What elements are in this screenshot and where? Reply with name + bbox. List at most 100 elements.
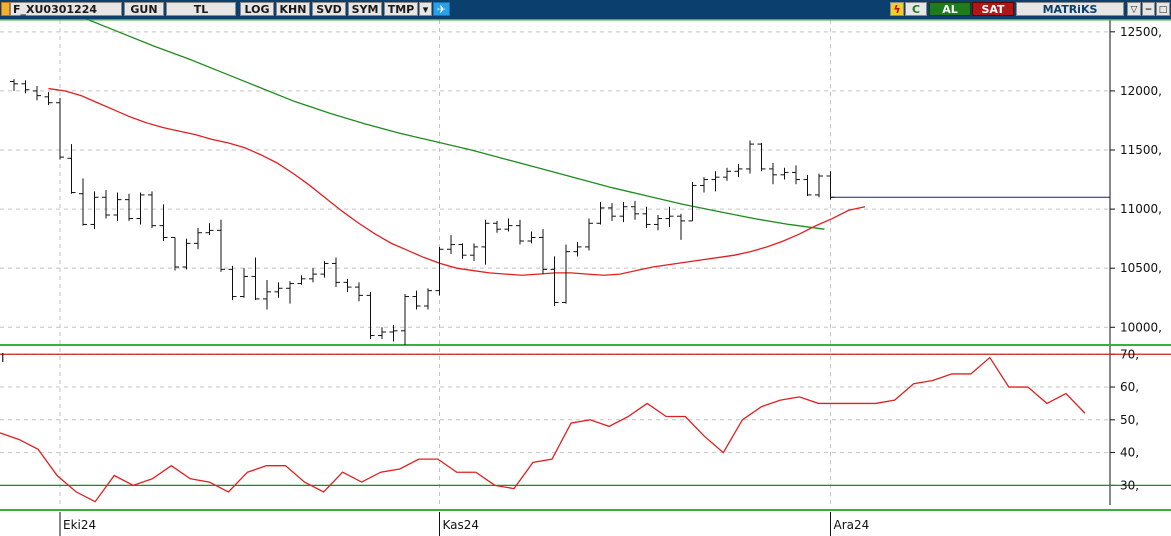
symbol-field[interactable]: F_XU0301224 [10,2,122,16]
moving-average-long [84,19,825,230]
price-bar [67,144,76,194]
price-bar [366,291,375,340]
osc-tick-label: 70, [1120,347,1139,361]
price-bar [171,236,179,271]
price-bar [240,268,248,298]
tmp-button[interactable]: TMP [384,2,418,16]
oscillator-line [0,356,1086,503]
price-bar [539,229,547,275]
price-bar [665,206,674,227]
price-bar [205,223,214,236]
sell-button[interactable]: SAT [972,2,1014,16]
price-bar [401,294,409,345]
moving-average-short [48,87,866,276]
price-bar [631,200,639,220]
price-bar [125,193,133,221]
price-bar [389,324,398,342]
x-tick-label: Ara24 [834,518,870,532]
price-bar [309,268,317,283]
price-bar [550,256,559,306]
price-bar [435,246,444,296]
price-bar [470,243,478,262]
price-tick-label: 10500, [1120,261,1162,275]
minimize-icon[interactable]: − [1142,2,1155,16]
price-bar [677,213,685,240]
price-bar [780,167,789,180]
twitter-icon[interactable]: ✈ [433,2,450,16]
period-button[interactable]: GUN [124,2,164,16]
price-bar [493,220,501,233]
price-bar [527,231,536,244]
price-bar [33,86,41,101]
price-bar [136,192,145,225]
price-bar [10,79,18,91]
price-bar [596,202,605,225]
price-bar [504,218,513,232]
axis-labels: 10000, 10500, 11000, 11500, 12000, 12500, 30, 4… [1,25,1162,532]
osc-tick-label: 40, [1120,446,1139,460]
price-tick-label: 10000, [1120,320,1162,334]
price-bar [826,171,835,200]
price-tick-label: 12000, [1120,84,1162,98]
price-bar [619,202,628,223]
sym-button[interactable]: SYM [348,2,382,16]
price-bar [102,190,110,219]
svd-button[interactable]: SVD [312,2,346,16]
price-bar [159,204,168,241]
panel-borders [0,19,1171,511]
price-bar [194,228,202,250]
x-tick-label: Eki24 [63,518,96,532]
price-bar [516,219,524,245]
price-bar [711,171,720,192]
price-bar [79,178,87,226]
price-bar [297,275,306,285]
price-bar [182,238,191,270]
price-bar [44,92,53,106]
price-bar [608,203,616,221]
price-bar [642,206,651,228]
oscillator-title: I [1,351,5,365]
price-bar [723,167,731,181]
price-bar [56,98,64,160]
price-bar [355,282,363,302]
dropdown-icon[interactable]: ▾ [419,2,432,16]
price-bar [734,164,743,178]
price-bar [481,219,490,265]
grid [0,20,1115,536]
price-bar [562,244,570,304]
price-bar [274,282,283,298]
price-tick-label: 12500, [1120,25,1162,39]
price-bar [286,281,294,304]
price-bar [803,174,812,197]
price-bar [573,242,582,257]
price-bar [746,140,754,174]
symbol-icon[interactable] [1,2,10,16]
price-bar [412,290,421,310]
close-icon[interactable]: □ [1156,2,1170,16]
currency-button[interactable]: TL [166,2,236,16]
x-tick-label: Kas24 [443,518,480,532]
price-bar [424,288,432,310]
log-button[interactable]: LOG [240,2,274,16]
price-bar [458,243,467,259]
osc-tick-label: 30, [1120,478,1139,492]
c-button[interactable]: C [905,2,927,16]
oscillator [0,353,1171,503]
price-bar [332,257,340,288]
price-bar [815,173,823,198]
price-bar [228,265,237,301]
khn-button[interactable]: KHN [276,2,310,16]
price-bar [769,163,777,185]
restore-icon[interactable]: ▽ [1127,2,1141,16]
price-bar [263,280,271,310]
price-bar [378,327,386,340]
price-bar [757,142,766,172]
price-bar [792,165,800,185]
lightning-icon[interactable]: ϟ [890,2,904,16]
price-bar [251,257,260,301]
price-bar [447,235,455,254]
buy-button[interactable]: AL [929,2,971,16]
price-bar [654,215,662,231]
chart-toolbar: F_XU0301224 GUN TL LOG KHN SVD SYM TMP ▾… [0,0,1171,20]
price-tick-label: 11500, [1120,143,1162,157]
